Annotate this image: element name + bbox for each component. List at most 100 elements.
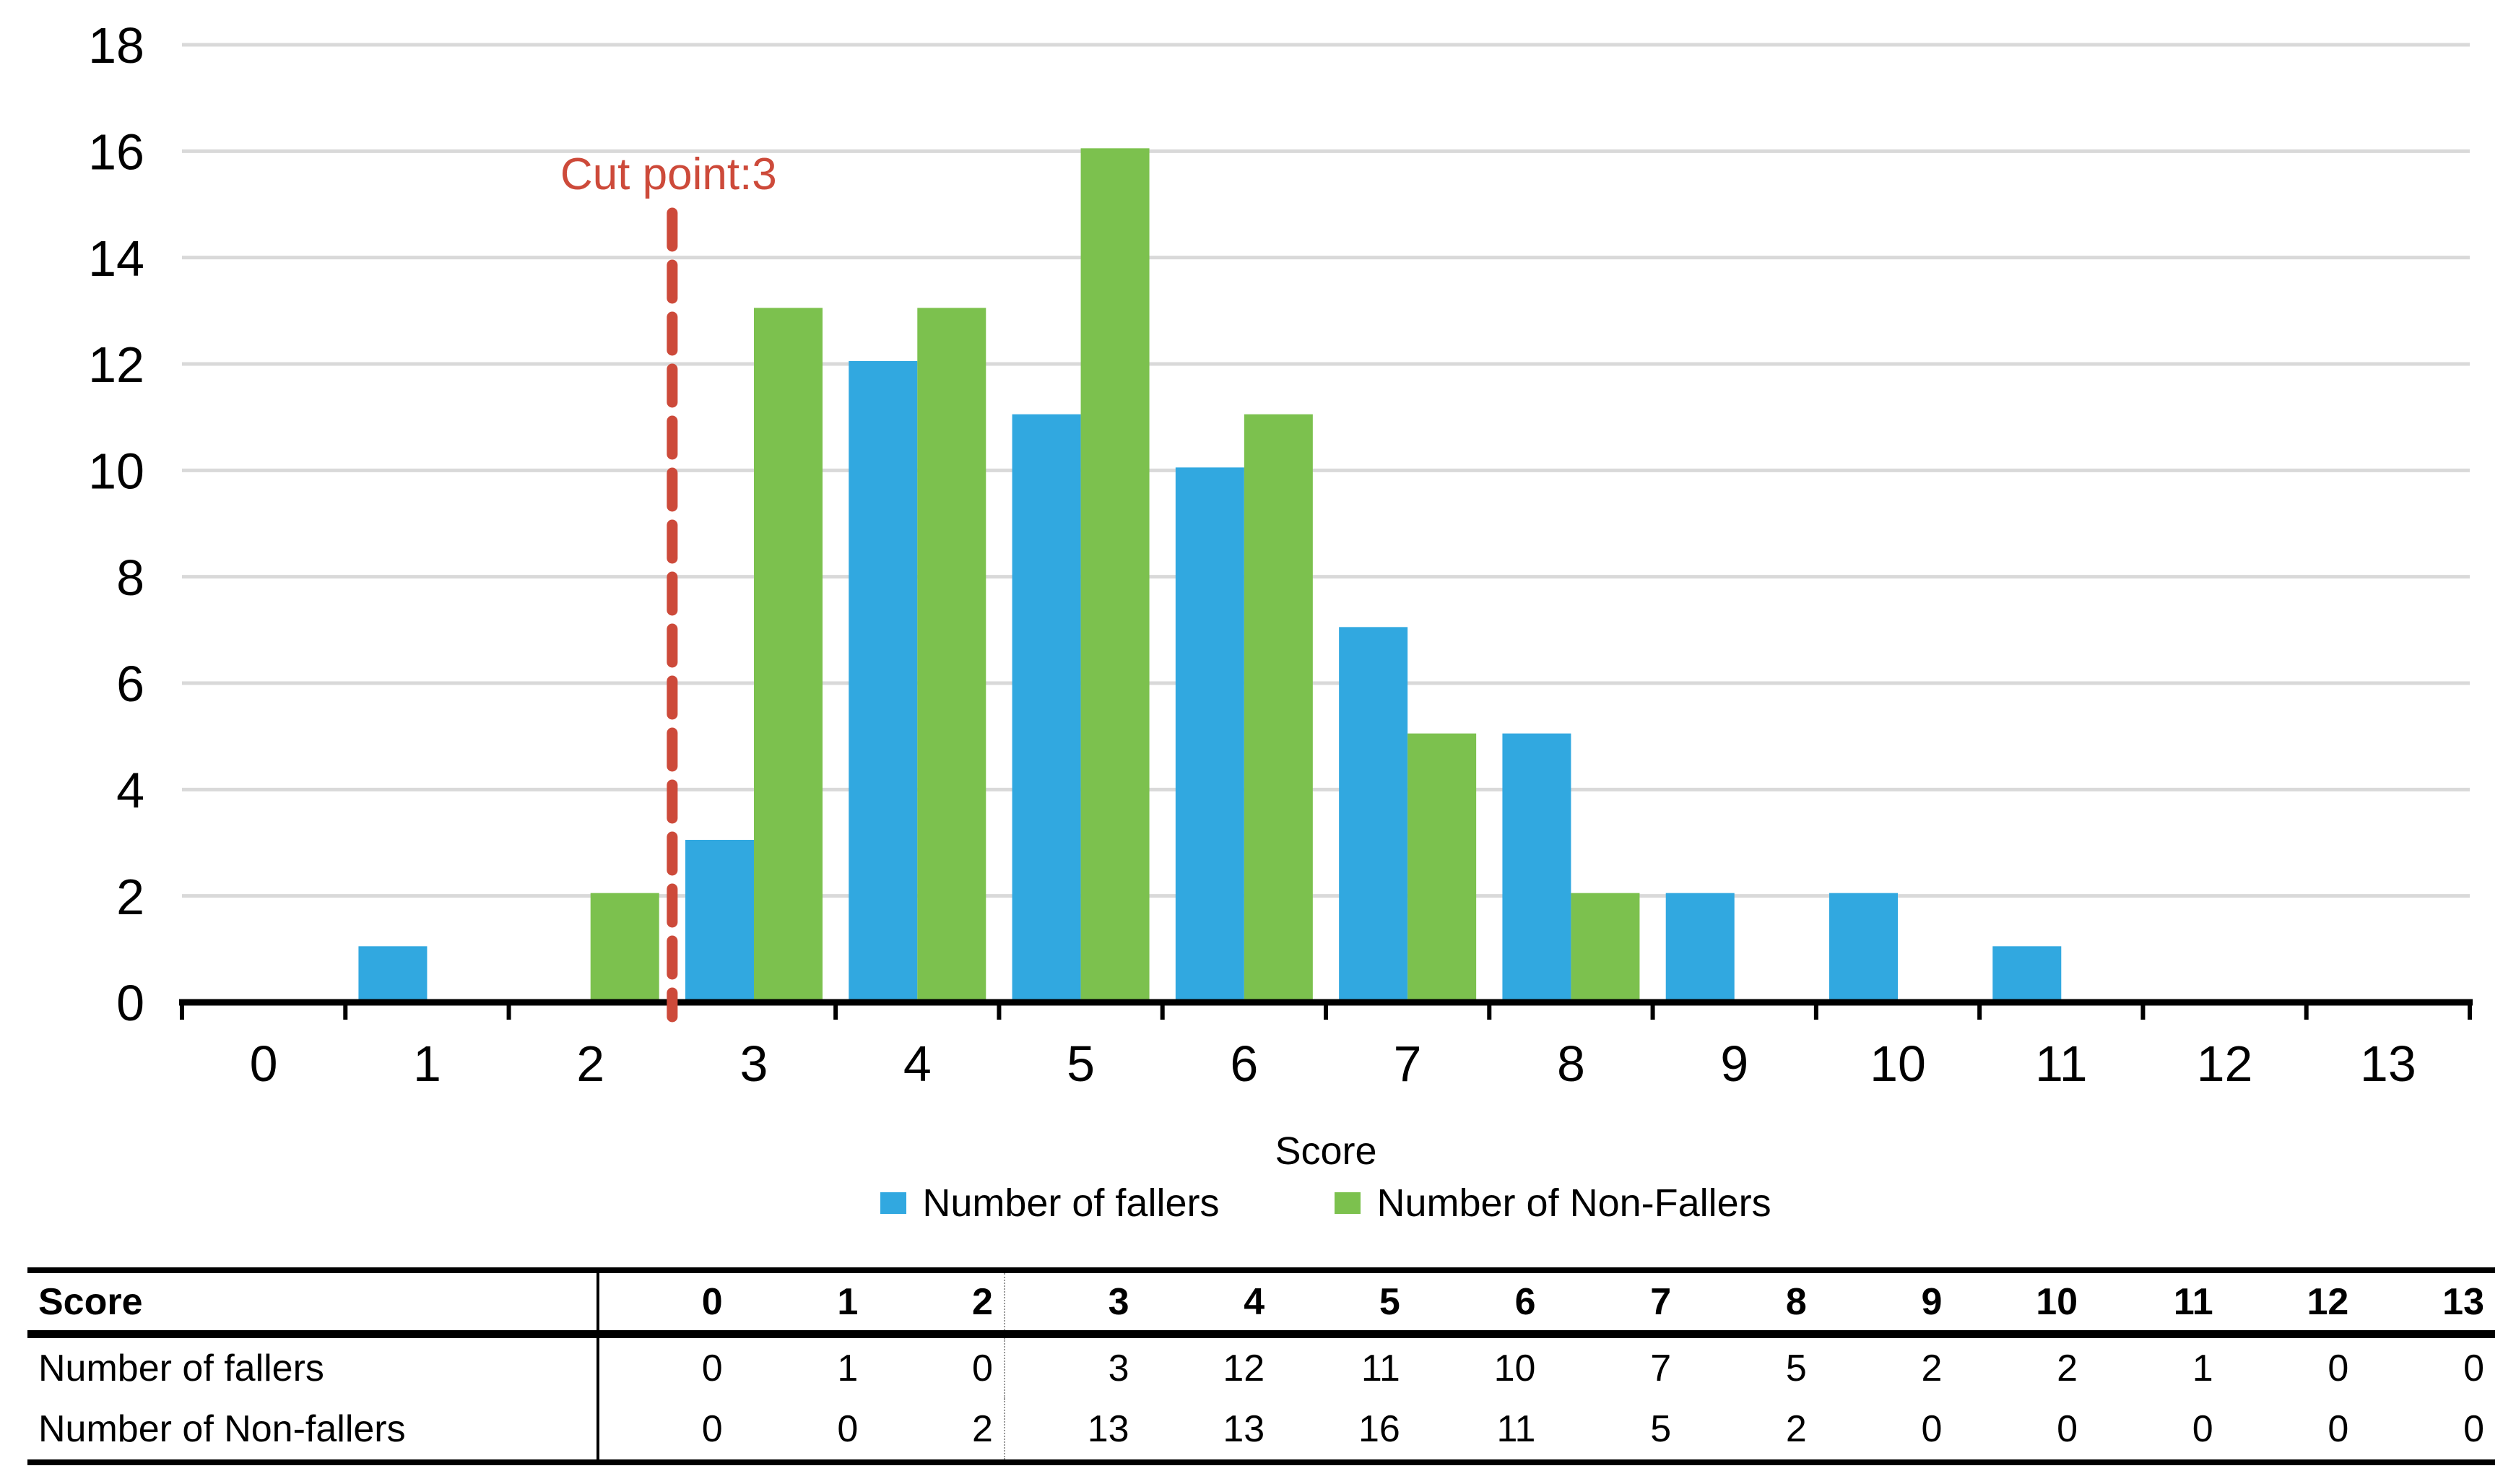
table-cell-r1-c3: 13 [1003, 1399, 1140, 1465]
table-cell-r0-c0: 0 [597, 1334, 734, 1399]
bar-number-of-fallers-score-11 [1992, 946, 2062, 999]
table-cell-r0-c13: 0 [2463, 1348, 2484, 1389]
table-cell-r0-c2: 0 [972, 1348, 993, 1389]
y-axis-label-18: 18 [88, 17, 144, 74]
bar-number-of-non-fallers-score-2 [590, 893, 659, 999]
bar-number-of-non-fallers-score-6 [1244, 414, 1313, 999]
table-cell-r1-c8: 2 [1682, 1399, 1818, 1465]
x-axis-label-8: 8 [1557, 1036, 1585, 1092]
x-axis-label-12: 12 [2197, 1036, 2253, 1092]
legend-swatch-icon [880, 1192, 907, 1214]
bar-number-of-fallers-score-3 [685, 840, 754, 999]
y-axis-label-0: 0 [116, 975, 144, 1031]
table-row-1: Number of Non-fallers 0 0 2 13 13 16 11 5 2 0 0 0 0 0 [27, 1399, 2495, 1465]
y-axis-label-10: 10 [88, 443, 144, 500]
table-header-value-10: 10 [1953, 1267, 2089, 1338]
table-header-row: Score 0 1 2 3 4 5 6 7 8 9 10 11 12 13 [27, 1267, 2495, 1338]
cut-point-label: Cut point:3 [560, 149, 777, 199]
bar-number-of-fallers-score-8 [1502, 733, 1571, 999]
table-cell-r0-c3: 3 [1003, 1334, 1140, 1399]
table-header-value-4: 4 [1140, 1267, 1276, 1338]
table-header-value-8: 8 [1682, 1267, 1818, 1338]
table-cell-r0-c11: 1 [2192, 1348, 2213, 1389]
table-row-label: Number of Non-fallers [27, 1399, 598, 1465]
table-cell-r1-c0: 0 [597, 1399, 734, 1465]
x-axis-label-6: 6 [1230, 1036, 1258, 1092]
bar-number-of-fallers-score-6 [1175, 467, 1244, 999]
x-axis-label-0: 0 [250, 1036, 278, 1092]
table-head: Score 0 1 2 3 4 5 6 7 8 9 10 11 12 13 [27, 1267, 2495, 1338]
table-header-value-1: 1 [733, 1267, 869, 1338]
y-axis-label-6: 6 [116, 656, 144, 712]
table-row-label: Number of fallers [38, 1348, 324, 1389]
x-axis-label-10: 10 [1870, 1036, 1926, 1092]
bar-number-of-fallers-score-9 [1665, 893, 1735, 999]
bar-number-of-fallers-score-5 [1012, 414, 1081, 999]
bar-number-of-fallers-score-7 [1339, 627, 1408, 999]
table-cell-r1-c9: 0 [1817, 1399, 1953, 1465]
table-header-score: Score [27, 1267, 598, 1338]
table-cell-r1-c2: 2 [869, 1399, 1005, 1465]
table-header-value-11: 11 [2088, 1267, 2224, 1338]
table-header-value-2: 2 [869, 1267, 1005, 1338]
table-cell-r0-c5: 11 [1361, 1348, 1400, 1389]
y-axis-label-2: 2 [116, 869, 144, 925]
bar-number-of-non-fallers-score-5 [1080, 148, 1150, 999]
table-cell-r1-c13: 0 [2359, 1399, 2495, 1465]
bar-number-of-fallers-score-1 [358, 946, 428, 999]
bar-number-of-fallers-score-4 [849, 361, 918, 999]
table-cell-r1-c10: 0 [1953, 1399, 2089, 1465]
bar-number-of-non-fallers-score-4 [917, 308, 986, 999]
table-cell-r0-c10: 2 [2057, 1348, 2078, 1389]
x-axis-label-7: 7 [1394, 1036, 1422, 1092]
table-cell-r0-c9: 2 [1921, 1348, 1943, 1389]
bar-number-of-fallers-score-10 [1829, 893, 1898, 999]
table-header-value-0: 0 [597, 1267, 734, 1338]
x-axis-label-9: 9 [1720, 1036, 1748, 1092]
bar-number-of-non-fallers-score-7 [1407, 733, 1477, 999]
x-axis-label-4: 4 [903, 1036, 932, 1092]
x-axis-label-11: 11 [2035, 1036, 2088, 1092]
legend-label: Number of Non-Fallers [1376, 1181, 1771, 1225]
table-body: Number of fallers 0 1 0 3 12 11 10 7 5 2 2 1 0 0 Number… [27, 1334, 2495, 1465]
table-cell-r0-c4: 12 [1223, 1348, 1265, 1389]
legend-item-0: Number of fallers [880, 1184, 1219, 1223]
table-header-value-5: 5 [1275, 1267, 1411, 1338]
x-axis-label-1: 1 [413, 1036, 441, 1092]
table-cell-r0-c6: 10 [1493, 1348, 1536, 1389]
table-header-value-13: 13 [2359, 1267, 2495, 1338]
table-cell-r1-c1: 0 [733, 1399, 869, 1465]
x-axis-label-13: 13 [2360, 1036, 2416, 1092]
table-cell-r1-c5: 16 [1275, 1399, 1411, 1465]
y-axis-label-8: 8 [116, 550, 144, 606]
legend: Number of fallers Number of Non-Fallers [182, 1183, 2470, 1223]
table-header-value-3: 3 [1003, 1267, 1140, 1338]
x-axis-title: Score [1275, 1129, 1376, 1173]
table-cell-r0-c8: 5 [1785, 1348, 1807, 1389]
bar-number-of-non-fallers-score-8 [1571, 893, 1640, 999]
table-header-value-12: 12 [2224, 1267, 2360, 1338]
legend-swatch-icon [1335, 1192, 1361, 1214]
x-axis-label-5: 5 [1067, 1036, 1095, 1092]
table-cell-r0-c12: 0 [2328, 1348, 2349, 1389]
table-header-value-9: 9 [1817, 1267, 1953, 1338]
y-axis-label-16: 16 [88, 124, 144, 181]
x-axis-label-3: 3 [740, 1036, 768, 1092]
y-axis-label-12: 12 [88, 337, 144, 393]
table-row-0: Number of fallers 0 1 0 3 12 11 10 7 5 2 2 1 0 0 [27, 1334, 2495, 1399]
legend-item-1: Number of Non-Fallers [1335, 1184, 1771, 1223]
legend-label: Number of fallers [922, 1181, 1220, 1225]
table-cell-r1-c7: 5 [1546, 1399, 1683, 1465]
table-cell-r0-c1: 1 [837, 1348, 859, 1389]
table-cell-r1-c4: 13 [1140, 1399, 1276, 1465]
table-header-value-6: 6 [1410, 1267, 1547, 1338]
data-table: Score 0 1 2 3 4 5 6 7 8 9 10 11 12 13 Number of faller… [27, 1267, 2495, 1465]
table-cell-r1-c6: 11 [1410, 1399, 1547, 1465]
table-cell-r1-c11: 0 [2088, 1399, 2224, 1465]
x-axis-label-2: 2 [576, 1036, 604, 1092]
bar-number-of-non-fallers-score-3 [754, 308, 823, 999]
y-axis-label-4: 4 [116, 763, 144, 819]
table-cell-r0-c7: 7 [1650, 1348, 1672, 1389]
